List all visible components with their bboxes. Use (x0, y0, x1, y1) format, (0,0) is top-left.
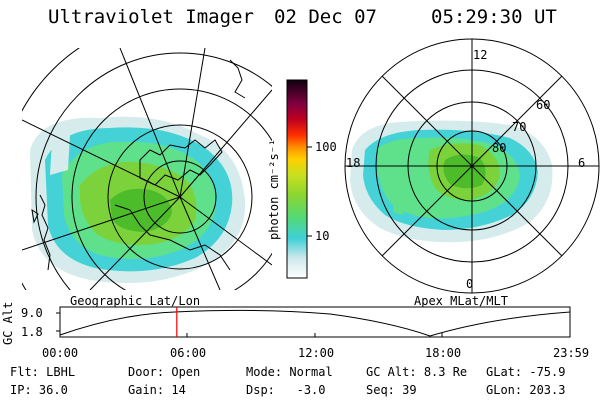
left-lat-circles (22, 48, 272, 290)
status-dsp: Dsp: -3.0 (246, 383, 326, 397)
timeline-ticks (56, 312, 443, 337)
status-mode: Mode: Normal (246, 365, 333, 379)
timeline-xtick-1200: 12:00 (298, 346, 335, 360)
timeline-xtick-2359: 23:59 (553, 346, 590, 360)
timeline-xtick-0600: 06:00 (170, 346, 207, 360)
timeline-ytick-low: 1.8 (21, 325, 43, 339)
timeline-xtick-1800: 18:00 (425, 346, 462, 360)
timeline-frame (59, 306, 571, 338)
right-aurora-image (350, 120, 553, 243)
left-aurora-image (30, 116, 246, 284)
mlat-label-70: 70 (512, 120, 527, 134)
right-mlt-lines (345, 39, 599, 293)
status-dsp-value: -3.0 (282, 383, 326, 397)
mlat-label-80: 80 (492, 141, 507, 155)
right-map-label: Apex MLat/MLT (414, 294, 508, 308)
left-lon-lines (22, 48, 272, 290)
mlt-label-18: 18 (346, 156, 361, 170)
mlt-label-0: 0 (466, 277, 474, 291)
mlt-label-12: 12 (473, 48, 488, 62)
timeline-ytick-high: 9.0 (21, 306, 43, 320)
time-label: 05:29:30 UT (431, 6, 557, 28)
status-gcalt: GC Alt: 8.3 Re (366, 365, 468, 379)
status-ip-value: 36.0 (38, 383, 68, 397)
status-glon: GLon: 203.3 (486, 383, 566, 397)
status-flt: Flt: LBHL (10, 365, 76, 379)
mlt-label-6: 6 (578, 156, 586, 170)
status-mode-value: Normal (289, 365, 333, 379)
status-glat-value: -75.9 (529, 365, 566, 379)
mlat-label-60: 60 (536, 98, 551, 112)
timeline-axis-label: GC Alt (1, 301, 15, 345)
timeline-xtick-0000: 00:00 (42, 346, 79, 360)
colorbar-gradient (286, 79, 308, 279)
status-glon-value: 203.3 (529, 383, 566, 397)
left-map-label: Geographic Lat/Lon (70, 294, 201, 308)
status-gcalt-value: 8.3 Re (423, 365, 468, 379)
status-gain: Gain: 14 (128, 383, 186, 397)
status-seq-value: 39 (402, 383, 417, 397)
date-label: 02 Dec 07 (274, 6, 377, 28)
altitude-curve (59, 309, 571, 337)
status-door-value: Open (171, 365, 201, 379)
instrument-title: Ultraviolet Imager (48, 6, 254, 28)
status-glat: GLat: -75.9 (486, 365, 566, 379)
status-gain-value: 14 (171, 383, 186, 397)
colorbar-label-10: 10 (315, 229, 330, 243)
colorbar-label-100: 100 (315, 140, 337, 154)
status-door: Door: Open (128, 365, 201, 379)
status-ip: IP: 36.0 (10, 383, 68, 397)
status-seq: Seq: 39 (366, 383, 417, 397)
left-coastlines (31, 59, 246, 271)
status-flt-value: LBHL (46, 365, 76, 379)
